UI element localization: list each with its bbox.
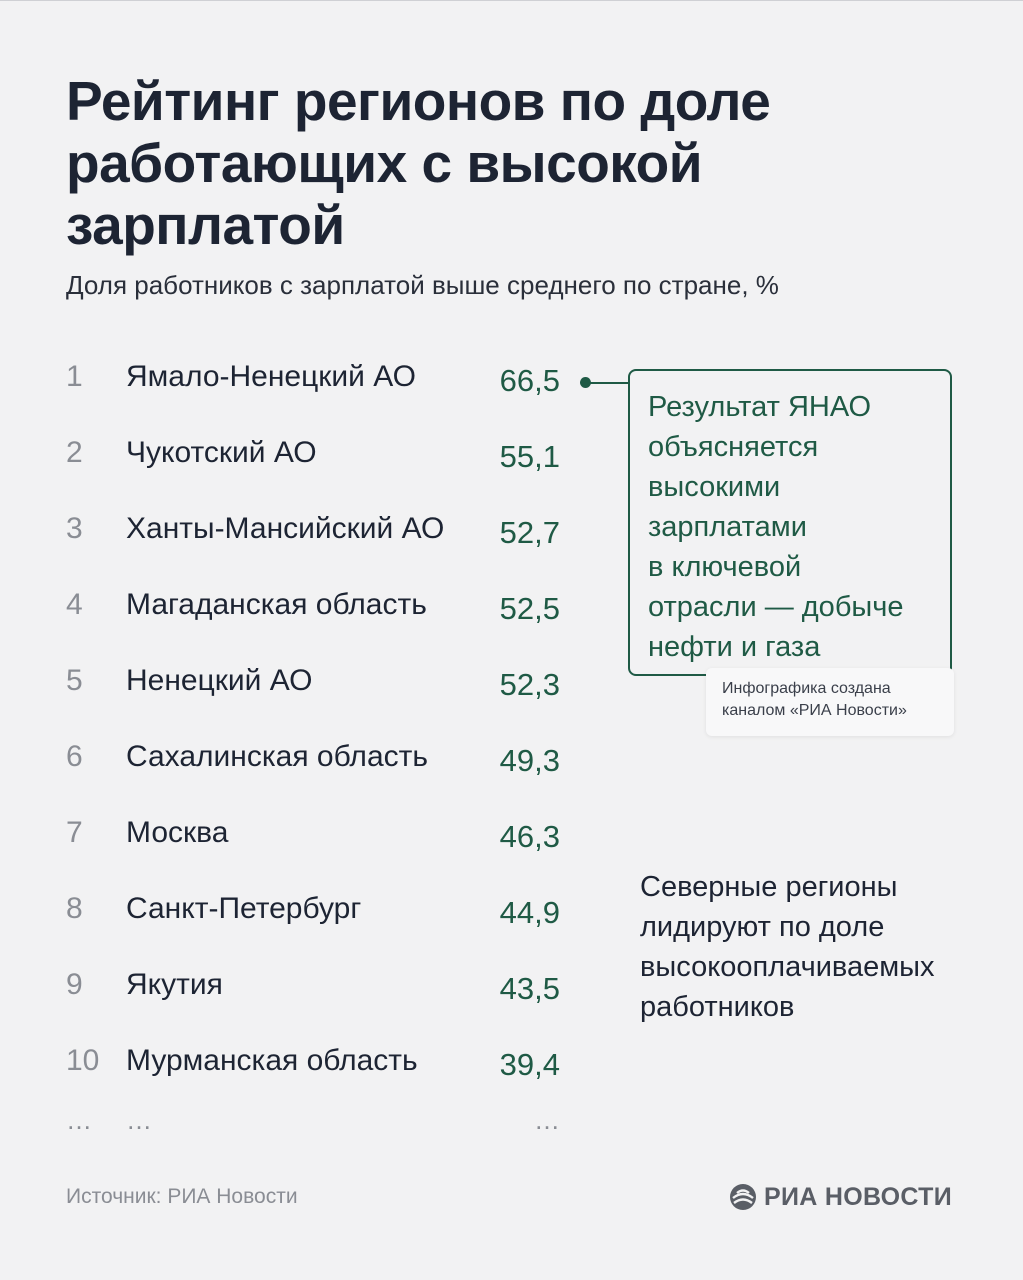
source-text: Источник: РИА Новости [66, 1185, 298, 1208]
row-region: Ямало-Ненецкий АО [126, 360, 416, 393]
row-value: 39,4 [499, 1047, 560, 1082]
callout-line: в ключевой [648, 551, 802, 583]
ria-logo-icon [730, 1184, 756, 1210]
row-value: 43,5 [499, 971, 560, 1006]
side-note: Северные регионы лидируют по доле высоко… [640, 871, 935, 1023]
top-divider [0, 0, 1023, 1]
row-value: 52,3 [499, 667, 560, 702]
row-region: Магаданская область [126, 588, 427, 621]
callout-line: отрасли — добыче [648, 591, 904, 623]
row-rank: 8 [66, 892, 83, 925]
row-value: 55,1 [499, 439, 560, 474]
row-rank: 7 [66, 816, 83, 849]
row-rank: 4 [66, 588, 83, 621]
credit-tooltip: Инфографика создана каналом «РИА Новости… [706, 668, 954, 736]
ria-logo-text: РИА НОВОСТИ [764, 1182, 952, 1211]
row-region: Мурманская область [126, 1044, 418, 1077]
callout-line: зарплатами [648, 511, 807, 543]
ria-logo: РИА НОВОСТИ [728, 1180, 952, 1214]
row-region: Москва [126, 816, 229, 849]
row-region: Ненецкий АО [126, 664, 313, 697]
credit-line-2: каналом «РИА Новости» [722, 702, 907, 719]
callout-pointer-dot [580, 377, 591, 388]
row-rank: 5 [66, 664, 83, 697]
row-value: 46,3 [499, 819, 560, 854]
ellipsis-region: … [126, 1105, 152, 1135]
row-value: 52,7 [499, 515, 560, 550]
row-rank: 10 [66, 1044, 100, 1077]
chart-subtitle: Доля работников с зарплатой выше среднег… [66, 270, 779, 300]
row-region: Санкт-Петербург [126, 892, 362, 925]
chart-title: Рейтинг регионов по доле работающих с вы… [66, 70, 771, 256]
row-rank: 1 [66, 360, 83, 393]
row-region: Ханты-Мансийский АО [126, 512, 445, 545]
callout-pointer-line [586, 382, 628, 384]
row-value: 66,5 [499, 363, 560, 398]
row-rank: 3 [66, 512, 83, 545]
row-value: 52,5 [499, 591, 560, 626]
row-rank: 9 [66, 968, 83, 1001]
row-region: Чукотский АО [126, 436, 317, 469]
callout-line: нефти и газа [648, 631, 821, 663]
row-value: 44,9 [499, 895, 560, 930]
callout-line: Результат ЯНАО [648, 391, 872, 423]
ellipsis-rank: … [66, 1105, 92, 1135]
row-rank: 2 [66, 436, 83, 469]
ellipsis-value: … [534, 1105, 560, 1135]
callout-line: высокими [648, 471, 781, 503]
row-value: 49,3 [499, 743, 560, 778]
callout-line: объясняется [648, 431, 819, 463]
row-region: Сахалинская область [126, 740, 428, 773]
row-rank: 6 [66, 740, 83, 773]
row-region: Якутия [126, 968, 223, 1001]
callout-box: Результат ЯНАО объясняется высокими зарплат… [628, 369, 952, 676]
credit-line-1: Инфографика создана [722, 680, 891, 697]
